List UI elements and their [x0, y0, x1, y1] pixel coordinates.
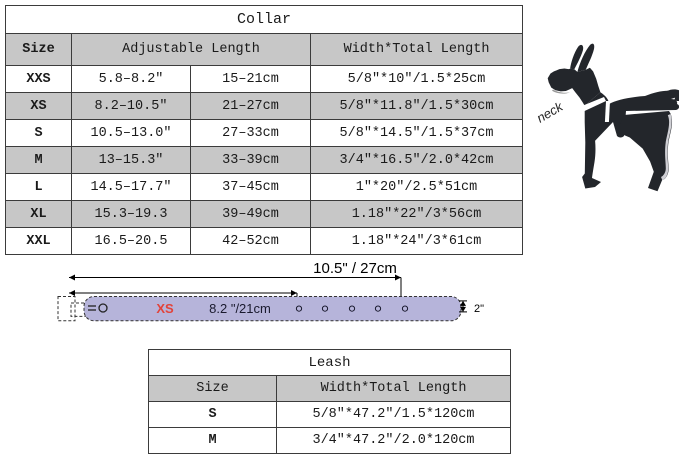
svg-text:neck: neck — [534, 98, 567, 125]
